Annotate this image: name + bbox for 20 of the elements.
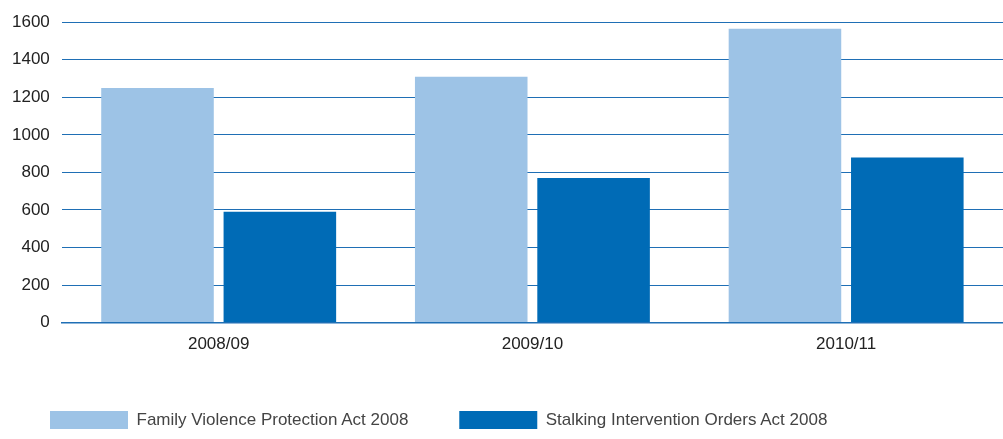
y-tick-label: 600 [21,199,50,219]
y-tick-label: 400 [21,237,50,257]
y-tick-label: 200 [21,274,50,294]
bar [537,178,650,323]
y-tick-label: 0 [40,312,50,332]
bar [101,87,214,323]
x-tick-label: 2009/10 [501,334,564,354]
x-tick-label: 2010/11 [816,334,877,354]
y-tick-label: 1400 [11,49,50,69]
bar [728,28,842,323]
x-tick-label: 2008/09 [187,334,250,354]
y-tick-label: 1600 [11,11,50,31]
y-tick-label: 1000 [11,124,50,144]
legend-label: Stalking Intervention Orders Act 2008 [545,409,828,429]
legend-label: Family Violence Protection Act 2008 [136,409,409,429]
bar [223,211,337,323]
y-tick-label: 800 [21,162,50,182]
y-tick-label: 1200 [11,86,50,106]
bar [851,157,964,323]
bar [414,76,528,323]
